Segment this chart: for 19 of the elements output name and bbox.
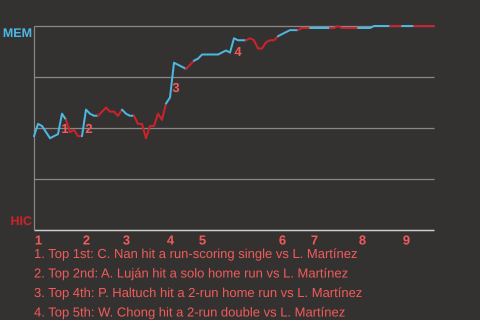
x-tick-label: 8 xyxy=(358,232,366,248)
text: 3. Top 4th: P. Haltuch hit a 2-run home run vs L. Martínez xyxy=(34,285,362,300)
annotation: 1 xyxy=(61,121,69,136)
x-tick-label: 5 xyxy=(198,232,206,248)
text: 1. Top 1st: C. Nan hit a run-scoring single vs L. Martínez xyxy=(34,246,358,261)
x-tick-label: 6 xyxy=(278,232,286,248)
annotation: 2 xyxy=(85,121,93,136)
x-tick-label: 7 xyxy=(310,232,318,248)
x-tick-label: 3 xyxy=(122,232,130,248)
text: 4. Top 5th: W. Chong hit a 2-run double vs L. Martínez xyxy=(34,304,346,320)
text: MEM xyxy=(2,26,32,40)
text: HIC xyxy=(10,214,32,228)
annotation: 3 xyxy=(172,80,180,95)
annotation: 4 xyxy=(234,44,242,59)
x-tick-label: 1 xyxy=(34,232,42,248)
text: 2. Top 2nd: A. Luján hit a solo home run vs L. Martínez xyxy=(34,266,348,280)
x-tick-label: 9 xyxy=(402,232,410,248)
x-tick-label: 2 xyxy=(82,232,90,248)
x-tick-label: 4 xyxy=(166,232,175,248)
